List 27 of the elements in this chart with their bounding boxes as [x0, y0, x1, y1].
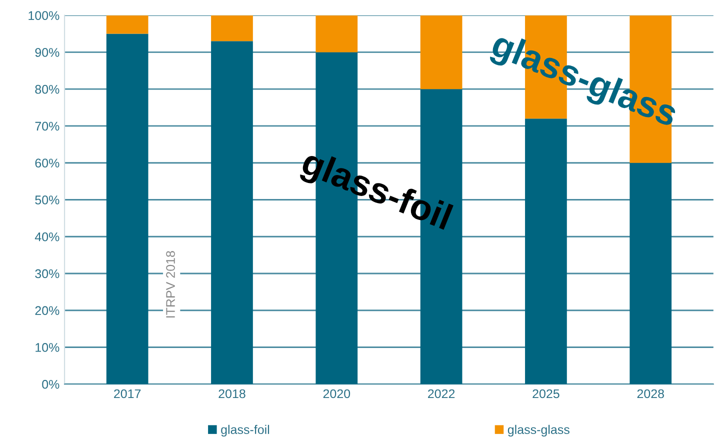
bar [211, 41, 253, 384]
y-tick-label: 60% [35, 158, 60, 168]
y-tick-label: 30% [35, 269, 60, 278]
bar [106, 15, 148, 34]
y-tick-label: 10% [36, 343, 60, 352]
x-tick-label: 2028 [637, 389, 664, 398]
y-tick-label: 50% [35, 196, 60, 204]
x-tick-label: 2018 [218, 389, 246, 398]
y-tick-label: 80% [35, 84, 60, 94]
bar [316, 15, 358, 52]
y-tick-label: 100% [28, 11, 60, 20]
y-tick-label: 40% [34, 232, 60, 242]
bar [211, 15, 253, 42]
legend-label: glass-foil [221, 424, 270, 437]
x-tick-label: 2022 [428, 389, 455, 398]
x-tick-label: 2025 [532, 389, 560, 398]
x-tick-label: 2020 [323, 389, 350, 398]
bar [630, 162, 672, 384]
x-tick-label: 2017 [114, 389, 141, 398]
y-tick-label: 0% [42, 380, 60, 389]
y-tick-label: 70% [35, 122, 60, 131]
bar [106, 34, 148, 384]
y-tick-label: 20% [35, 306, 60, 316]
legend-label: glass-glass [508, 424, 570, 437]
bar [420, 15, 462, 90]
annotation: ITRPV 2018 [166, 251, 175, 318]
y-tick-label: 90% [35, 48, 60, 57]
